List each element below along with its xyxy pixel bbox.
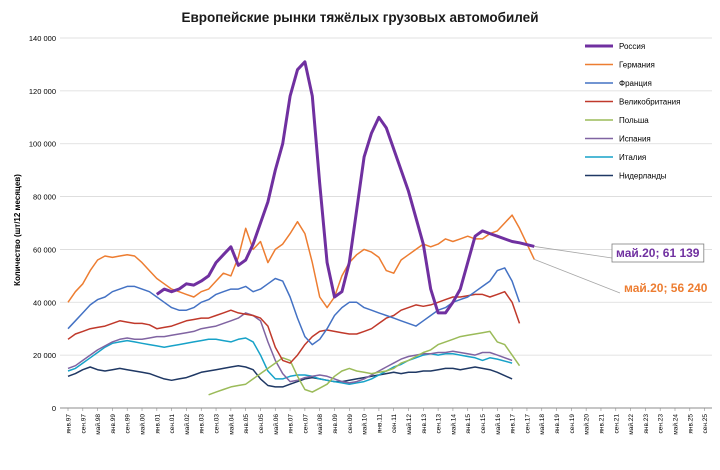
callout-label: май.20; 56 240	[624, 281, 708, 295]
x-tick-label: янв.23	[643, 414, 650, 434]
x-tick-label: янв.03	[199, 414, 206, 434]
y-tick-label: 80 000	[33, 193, 56, 202]
x-tick-label: май.02	[183, 414, 191, 435]
x-tick-label: май.06	[272, 414, 280, 435]
x-tick-label: май.14	[449, 414, 457, 435]
y-tick-label: 120 000	[29, 87, 56, 96]
callout-leader	[534, 246, 613, 259]
x-tick-label: сен.01	[169, 414, 176, 434]
series-line	[155, 60, 535, 315]
x-tick-label: сен.15	[480, 414, 487, 434]
series-line	[67, 290, 521, 364]
x-tick-label: май.08	[316, 414, 324, 435]
series-line	[67, 267, 521, 346]
x-tick-label: май.22	[627, 414, 635, 435]
x-tick-label: май.24	[671, 414, 679, 435]
x-tick-label: сен.19	[569, 414, 576, 434]
series-line	[208, 330, 521, 396]
x-tick-label: сен.97	[80, 414, 87, 434]
x-tick-label: май.04	[227, 414, 235, 435]
legend-label: Россия	[619, 42, 645, 51]
legend-label: Франция	[619, 79, 652, 88]
x-tick-label: янв.25	[687, 414, 694, 434]
x-tick-label: янв.17	[510, 414, 517, 434]
x-tick-label: янв.01	[154, 414, 161, 434]
legend: Россия Германия Франция Великобритания Польш…	[585, 42, 680, 181]
axes: 0 20 000 40 000 60 000 80 000 100 000 120 000 1…	[29, 34, 712, 435]
y-tick-label: 20 000	[33, 351, 56, 360]
x-tick-label: май.20	[583, 414, 591, 435]
x-tick-label: май.98	[94, 414, 102, 435]
x-tick-label: янв.05	[243, 414, 250, 434]
x-tick-label: сен.99	[125, 414, 132, 434]
x-tick-label: янв.13	[421, 414, 428, 434]
y-tick-label: 140 000	[29, 34, 56, 43]
x-tick-label: сен.03	[214, 414, 221, 434]
series-line	[67, 214, 535, 309]
x-tick-label: май.10	[361, 414, 369, 435]
callout-box	[611, 243, 705, 263]
callouts: май.20; 61 139 май.20; 56 240	[534, 243, 712, 297]
x-tick-label: май.12	[405, 414, 413, 435]
y-axis-label: Количество (шт/12 месяцев)	[13, 174, 22, 286]
y-tick-label: 40 000	[33, 298, 56, 307]
series-line	[67, 364, 513, 388]
legend-label: Испания	[619, 135, 651, 144]
callout-label: май.20; 61 139	[616, 246, 700, 260]
series-lines	[67, 60, 535, 396]
x-tick-label: май.00	[139, 414, 147, 435]
x-tick-label: сен.09	[347, 414, 354, 434]
x-tick-label: янв.11	[376, 414, 383, 434]
x-tick-label: сен.25	[702, 414, 709, 434]
x-tick-label: янв.99	[110, 414, 117, 434]
x-tick-label: май.16	[494, 414, 502, 435]
legend-label: Великобритания	[619, 98, 680, 107]
x-tick-label: сен.07	[302, 414, 309, 434]
y-tick-label: 100 000	[29, 140, 56, 149]
x-tick-label: сен.05	[258, 414, 265, 434]
legend-label: Нидерланды	[619, 172, 667, 181]
x-tick-label: янв.21	[598, 414, 605, 434]
x-tick-label: сен.13	[436, 414, 443, 434]
x-tick-label: янв.19	[554, 414, 561, 434]
x-tick-label: май.18	[538, 414, 546, 435]
series-line	[67, 312, 513, 384]
x-tick-label: янв.09	[332, 414, 339, 434]
y-tick-label: 60 000	[33, 245, 56, 254]
x-tick-label: янв.15	[465, 414, 472, 434]
x-tick-label: янв.07	[288, 414, 295, 434]
legend-label: Италия	[619, 153, 646, 162]
callout-leader	[534, 258, 621, 294]
chart-title: Европейские рынки тяжёлых грузовых автом…	[181, 10, 538, 25]
legend-label: Германия	[619, 61, 655, 70]
x-tick-label: сен.21	[613, 414, 620, 434]
callout-box	[620, 279, 712, 297]
legend-label: Польша	[619, 116, 649, 125]
x-tick-label: сен.17	[524, 414, 531, 434]
y-tick-label: 0	[52, 404, 56, 413]
x-tick-label: янв.97	[66, 414, 73, 434]
x-tick-label: сен.23	[658, 414, 665, 434]
x-tick-label: сен.11	[391, 414, 398, 433]
gridlines	[60, 37, 712, 409]
